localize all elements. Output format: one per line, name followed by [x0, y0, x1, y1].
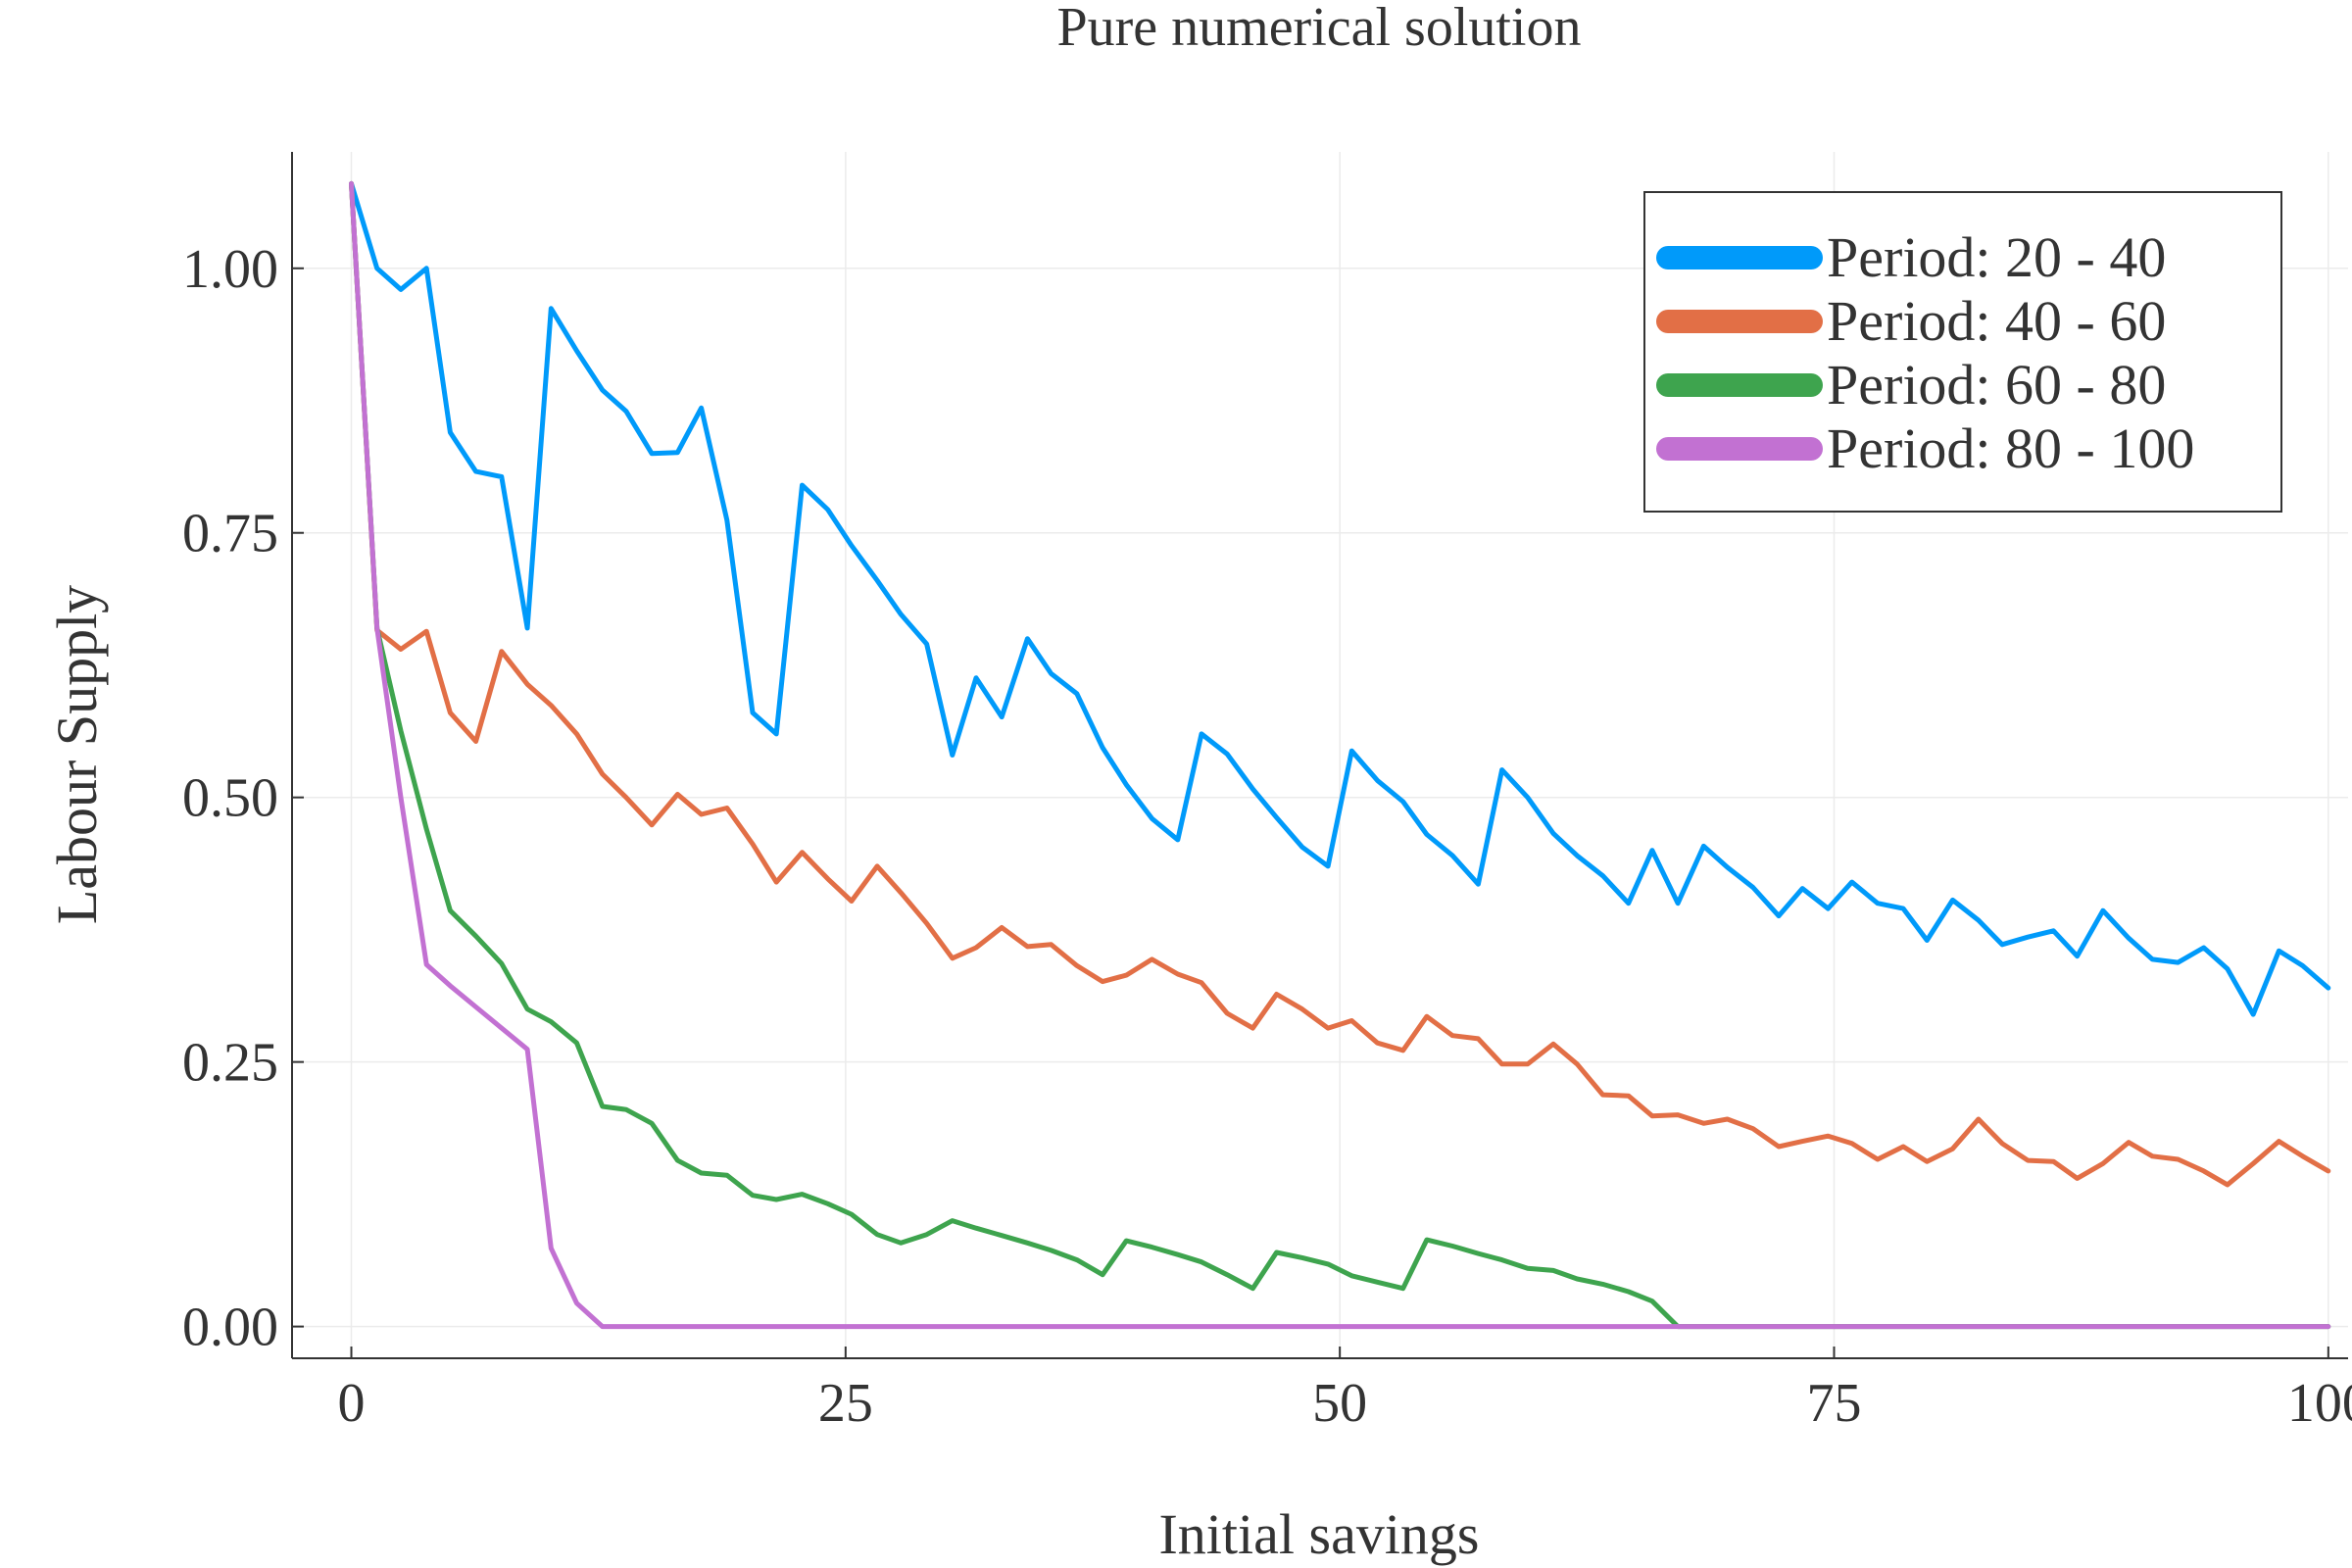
y-tick-label: 0.75: [182, 504, 278, 564]
y-axis-label: Labour Supply: [45, 585, 109, 924]
series-lines: [349, 180, 2331, 1330]
legend-label-period-40-60: Period: 40 - 60: [1827, 289, 2166, 353]
y-tick-label: 0.25: [182, 1033, 278, 1094]
x-tick-label: 75: [1807, 1373, 1862, 1434]
y-tick-label: 0.00: [182, 1298, 278, 1358]
series-line-period-20-40: [349, 180, 2331, 1017]
x-tick-label: 50: [1312, 1373, 1367, 1434]
x-tick-label: 25: [818, 1373, 873, 1434]
y-axis-ticks: 0.00 0.25 0.50 0.75 1.00: [182, 239, 304, 1358]
x-axis-ticks: 0 25 50 75 100: [338, 1347, 2352, 1434]
legend: Period: 20 - 40 Period: 40 - 60 Period: …: [1643, 191, 2282, 513]
y-tick-label: 0.50: [182, 768, 278, 829]
series-line-period-40-60: [349, 180, 2331, 1188]
x-axis-label: Initial savings: [1158, 1502, 1479, 1566]
x-tick-label: 100: [2287, 1373, 2352, 1434]
x-tick-label: 0: [338, 1373, 366, 1434]
chart-title: Pure numerical solution: [1056, 0, 1581, 58]
y-tick-label: 1.00: [182, 239, 278, 300]
legend-label-period-80-100: Period: 80 - 100: [1827, 416, 2194, 480]
legend-label-period-60-80: Period: 60 - 80: [1827, 353, 2166, 416]
legend-label-period-20-40: Period: 20 - 40: [1827, 225, 2166, 289]
series-line-period-80-100: [349, 180, 2331, 1330]
